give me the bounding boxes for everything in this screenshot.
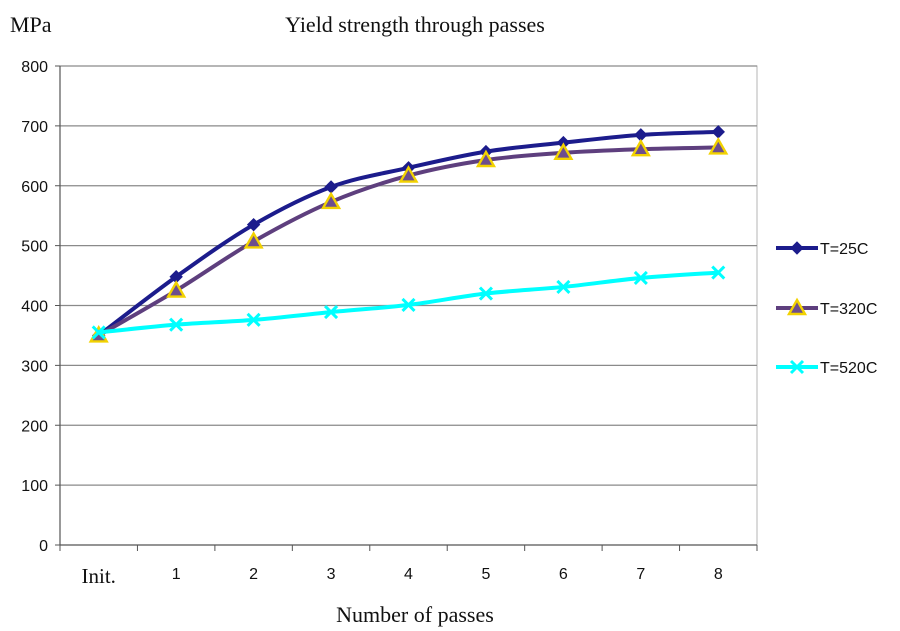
x-tick-label: 1: [172, 566, 181, 583]
data-point-marker: [475, 149, 497, 168]
data-point-marker: [320, 191, 342, 210]
data-point-marker: [553, 142, 574, 161]
legend-label: T=25C: [820, 241, 868, 258]
series-t-320c: [88, 137, 729, 343]
data-point-marker: [708, 137, 729, 155]
data-point-marker: [243, 231, 264, 249]
series-t-520c: [91, 265, 726, 340]
x-tick-label: 8: [714, 566, 723, 583]
series-group: [88, 125, 729, 343]
y-tick-label: 700: [21, 119, 48, 136]
y-tick-label: 600: [21, 179, 48, 196]
x-tick-label: 7: [636, 566, 645, 583]
data-point-marker: [323, 305, 339, 320]
data-point-marker: [169, 317, 184, 332]
x-tick-label: 5: [481, 566, 490, 583]
legend: T=25C T=320C T=520C: [776, 241, 877, 377]
data-point-marker: [398, 165, 419, 183]
data-point-marker: [401, 297, 416, 312]
legend-entry: T=320C: [776, 297, 877, 318]
legend-entry: T=25C: [776, 241, 868, 258]
y-tick-label: 800: [21, 59, 48, 76]
axes: 0 100 200 300 400 500 600 700 800 Init. 1 2 3 4 5 6 7 8: [21, 59, 758, 588]
data-point-marker: [166, 280, 187, 298]
x-tick-label: 6: [559, 566, 568, 583]
y-tick-label: 500: [21, 239, 48, 256]
data-point-marker: [91, 325, 106, 340]
y-tick-label: 200: [21, 418, 48, 435]
x-axis-label: Number of passes: [336, 602, 494, 627]
data-point-marker: [711, 265, 726, 280]
data-point-marker: [633, 270, 648, 286]
data-point-marker: [478, 286, 494, 301]
series-t-25c: [92, 125, 725, 343]
chart-title: Yield strength through passes: [285, 12, 545, 37]
data-point-marker: [556, 279, 571, 294]
y-axis-unit-label: MPa: [10, 12, 52, 37]
x-tick-label: 3: [327, 566, 336, 583]
data-point-marker: [324, 180, 338, 194]
y-tick-label: 400: [21, 299, 48, 316]
series-line: [97, 145, 719, 338]
y-tick-label: 0: [39, 538, 48, 555]
data-point-marker: [790, 241, 804, 255]
data-point-marker: [711, 125, 725, 139]
y-tick-label: 100: [21, 478, 48, 495]
data-point-marker: [630, 138, 651, 157]
y-tick-label: 300: [21, 358, 48, 375]
legend-label: T=320C: [820, 301, 877, 318]
x-tick-label: 2: [249, 566, 258, 583]
legend-label: T=520C: [820, 360, 877, 377]
data-point-marker: [246, 312, 261, 327]
x-tick-label: 4: [404, 566, 413, 583]
x-tick-label: Init.: [82, 564, 116, 588]
legend-entry: T=520C: [776, 359, 877, 377]
data-point-marker: [786, 297, 808, 316]
data-point-marker: [246, 217, 261, 232]
data-point-marker: [789, 359, 805, 375]
